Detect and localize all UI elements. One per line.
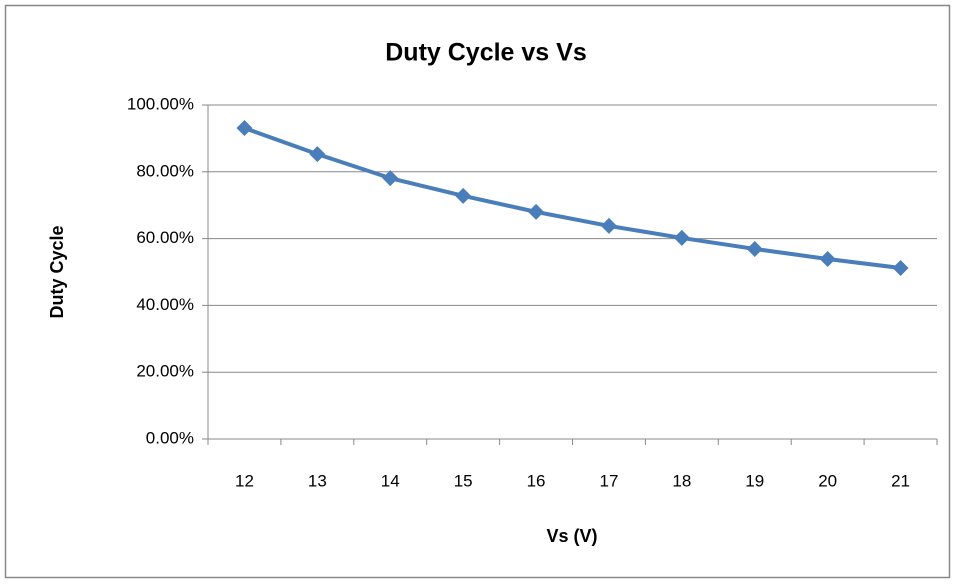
data-marker xyxy=(382,170,399,187)
x-tick-label: 12 xyxy=(235,471,254,490)
x-tick-label: 16 xyxy=(527,471,546,490)
data-marker xyxy=(528,203,545,220)
x-tick-label: 14 xyxy=(381,471,400,490)
x-axis-label: Vs (V) xyxy=(546,526,597,546)
data-marker xyxy=(819,250,836,267)
data-marker xyxy=(673,229,690,246)
y-tick-label: 0.00% xyxy=(146,428,194,447)
data-marker xyxy=(309,146,326,163)
data-marker xyxy=(236,120,253,137)
x-tick-label: 13 xyxy=(308,471,327,490)
data-marker xyxy=(746,240,763,257)
y-tick-label: 40.00% xyxy=(136,295,194,314)
data-marker xyxy=(600,217,617,234)
y-tick-label: 100.00% xyxy=(127,94,194,113)
data-marker xyxy=(455,187,472,204)
x-tick-label: 18 xyxy=(672,471,691,490)
data-line xyxy=(243,126,901,270)
x-tick-label: 20 xyxy=(818,471,837,490)
chart-frame xyxy=(4,4,951,579)
y-tick-label: 20.00% xyxy=(136,362,194,381)
chart-title: Duty Cycle vs Vs xyxy=(385,39,587,67)
x-tick-label: 15 xyxy=(454,471,473,490)
x-tick-label: 19 xyxy=(745,471,764,490)
y-tick-label: 60.00% xyxy=(136,228,194,247)
y-axis-label: Duty Cycle xyxy=(47,225,67,318)
x-tick-label: 21 xyxy=(891,471,910,490)
data-marker xyxy=(892,259,909,276)
x-tick-label: 17 xyxy=(599,471,618,490)
y-tick-label: 80.00% xyxy=(136,161,194,180)
